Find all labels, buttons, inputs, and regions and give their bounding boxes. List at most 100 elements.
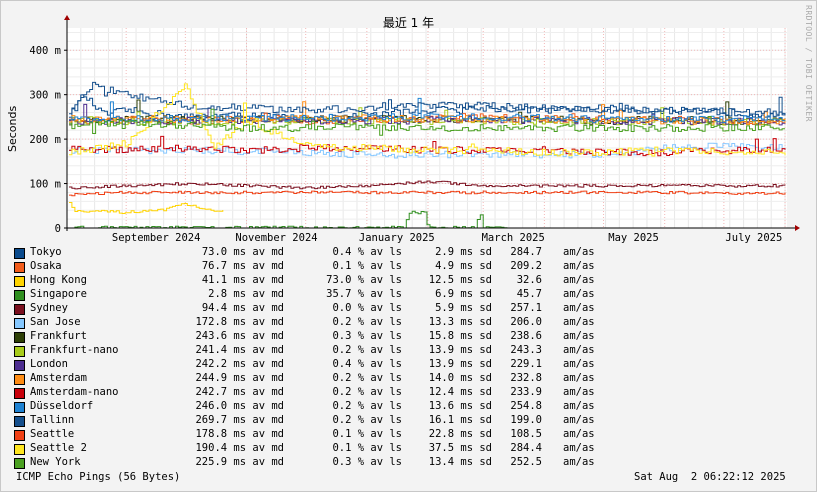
legend-am-as-value: 284.4 [510,442,542,454]
legend-name: Tallinn [30,414,75,426]
series-line-15 [69,108,785,136]
timestamp-label: Sat Aug 2 06:22:12 2025 [634,471,786,483]
series-line-11 [69,97,786,124]
series-line-13 [69,190,786,197]
legend-avg-loss: 0.0 % av ls [332,302,402,314]
legend-stddev: 13.3 ms sd [428,316,492,328]
legend-avg-median: 225.9 ms av md [195,456,284,468]
y-tick-label: 400 m [29,45,61,57]
series-line-2 [69,202,224,214]
legend-avg-median: 178.8 ms av md [195,428,284,440]
legend-row: Singapore 2.8 ms av md 35.7 % av ls 6.9 ms … [14,288,614,302]
legend-stddev: 13.4 ms sd [428,456,492,468]
legend-row: Hong Kong 41.1 ms av md 73.0 % av ls 12.5 m… [14,274,614,288]
legend-stddev: 13.9 ms sd [428,358,492,370]
legend-avg-median: 2.8 ms av md [208,288,284,300]
y-tick-label: 0 [55,223,61,235]
legend-avg-loss: 0.2 % av ls [332,372,402,384]
legend-name: Frankfurt [30,330,87,342]
legend-row: Frankfurt-nano 241.4 ms av md 0.2 % av ls 1… [14,344,614,358]
x-tick-label: July 2025 [725,232,782,244]
legend-am-as-value: 199.0 [510,414,542,426]
legend-avg-median: 242.2 ms av md [195,358,284,370]
legend-name: New York [30,456,81,468]
legend-am-as-value: 254.8 [510,400,542,412]
legend-am-as-value: 229.1 [510,358,542,370]
legend-row: Seattle 2 190.4 ms av md 0.1 % av ls 37.5 m… [14,442,614,456]
legend-swatch [14,402,25,413]
y-tick-label: 100 m [29,179,61,191]
legend-row: Tokyo 73.0 ms av md 0.4 % av ls 2.9 ms sd 28… [14,246,614,260]
legend-name: Tokyo [30,246,62,258]
legend-swatch [14,458,25,469]
legend-stddev: 4.9 ms sd [435,260,492,272]
legend-name: Düsseldorf [30,400,94,412]
legend-stddev: 15.8 ms sd [428,330,492,342]
legend-stddev: 12.5 ms sd [428,274,492,286]
legend-am-as-unit: am/as [563,414,595,426]
legend-name: Amsterdam [30,372,87,384]
legend-avg-median: 244.9 ms av md [195,372,284,384]
legend-swatch [14,332,25,343]
legend-am-as-unit: am/as [563,288,595,300]
y-tick-label: 200 m [29,134,61,146]
legend-stddev: 12.4 ms sd [428,386,492,398]
legend-stddev: 13.9 ms sd [428,344,492,356]
legend-stddev: 2.9 ms sd [435,246,492,258]
legend-avg-loss: 0.4 % av ls [332,358,402,370]
legend-name: Amsterdam-nano [30,386,119,398]
legend-swatch [14,318,25,329]
legend-avg-median: 41.1 ms av md [201,274,284,286]
legend-name: Frankfurt-nano [30,344,119,356]
legend-row: Tallinn 269.7 ms av md 0.2 % av ls 16.1 ms … [14,414,614,428]
y-tick-label: 300 m [29,90,61,102]
legend-am-as-value: 232.8 [510,372,542,384]
legend-swatch [14,248,25,259]
legend-row: Osaka 76.7 ms av md 0.1 % av ls 4.9 ms sd 20… [14,260,614,274]
legend-avg-median: 243.6 ms av md [195,330,284,342]
x-tick-label: January 2025 [359,232,435,244]
legend-avg-median: 73.0 ms av md [201,246,284,258]
legend-name: Seattle 2 [30,442,87,454]
legend-am-as-unit: am/as [563,302,595,314]
legend-stddev: 14.0 ms sd [428,372,492,384]
legend-swatch [14,360,25,371]
legend-avg-median: 190.4 ms av md [195,442,284,454]
legend-avg-loss: 73.0 % av ls [326,274,402,286]
legend-avg-median: 242.7 ms av md [195,386,284,398]
legend-am-as-value: 243.3 [510,344,542,356]
legend-avg-loss: 0.1 % av ls [332,428,402,440]
legend-am-as-unit: am/as [563,400,595,412]
legend-row: Amsterdam-nano 242.7 ms av md 0.2 % av ls 1… [14,386,614,400]
legend-am-as-unit: am/as [563,344,595,356]
legend-am-as-unit: am/as [563,372,595,384]
legend-am-as-value: 209.2 [510,260,542,272]
series-line-12 [69,81,786,116]
x-tick-label: March 2025 [482,232,545,244]
legend-am-as-unit: am/as [563,442,595,454]
legend-am-as-unit: am/as [563,274,595,286]
legend-row: San Jose 172.8 ms av md 0.2 % av ls 13.3 ms… [14,316,614,330]
legend-am-as-value: 206.0 [510,316,542,328]
legend-avg-loss: 0.2 % av ls [332,344,402,356]
x-tick-label: May 2025 [608,232,659,244]
legend-avg-loss: 0.3 % av ls [332,456,402,468]
legend-am-as-value: 238.6 [510,330,542,342]
legend-avg-loss: 0.1 % av ls [332,442,402,454]
x-tick-label: September 2024 [112,232,201,244]
legend-row: Amsterdam 244.9 ms av md 0.2 % av ls 14.0 m… [14,372,614,386]
legend-stddev: 13.6 ms sd [428,400,492,412]
legend-swatch [14,430,25,441]
legend-avg-loss: 0.2 % av ls [332,400,402,412]
legend-row: Frankfurt 243.6 ms av md 0.3 % av ls 15.8 m… [14,330,614,344]
legend-name: Hong Kong [30,274,87,286]
legend-avg-loss: 35.7 % av ls [326,288,402,300]
legend-swatch [14,444,25,455]
legend-avg-loss: 0.1 % av ls [332,260,402,272]
x-axis-arrow [795,225,800,231]
legend-am-as-value: 284.7 [510,246,542,258]
legend-stddev: 6.9 ms sd [435,288,492,300]
legend-avg-loss: 0.3 % av ls [332,330,402,342]
legend-row: New York 225.9 ms av md 0.3 % av ls 13.4 ms… [14,456,614,470]
legend-am-as-unit: am/as [563,246,595,258]
